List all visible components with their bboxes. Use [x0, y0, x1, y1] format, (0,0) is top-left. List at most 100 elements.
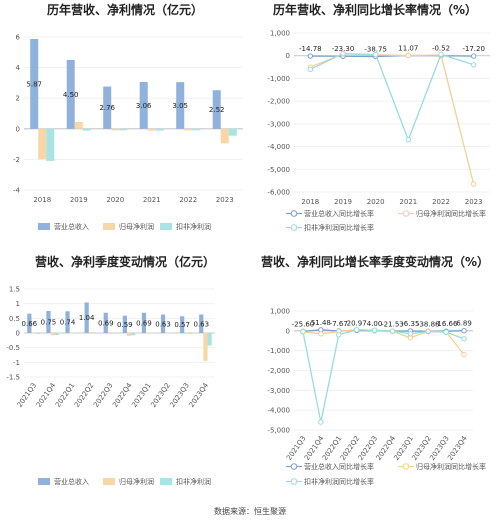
series-point [353, 327, 360, 333]
data-label: 0.75 [41, 319, 57, 327]
bar-扣非净利润 [131, 333, 136, 336]
data-label: -23.30 [332, 45, 355, 53]
data-label: -38.75 [364, 46, 387, 54]
bar-归母净利润 [88, 332, 93, 333]
y-tick-label: -6,000 [267, 189, 290, 197]
y-tick-label: -3,000 [267, 120, 290, 128]
y-tick-label: -5,000 [267, 166, 290, 174]
legend-label: 归母净利润 [119, 477, 154, 486]
y-tick-label: -1 [13, 359, 20, 367]
series-point [405, 52, 412, 59]
bar-归母净利润 [50, 333, 55, 336]
data-label: 3.06 [136, 102, 152, 110]
series-point [389, 328, 396, 334]
y-tick-label: 0.5 [9, 315, 20, 323]
series-point [300, 328, 306, 335]
bar-扣非净利润 [35, 333, 40, 334]
bar-归母净利润 [203, 333, 208, 361]
series-point [438, 51, 444, 58]
data-label: 0.74 [60, 319, 76, 327]
bar-营业总收入 [27, 313, 32, 333]
data-label: -21.53 [381, 320, 404, 328]
bar-营业总收入 [176, 82, 185, 129]
series-point [461, 336, 467, 342]
bar-归母净利润 [111, 128, 120, 131]
data-label: 0.66 [22, 320, 38, 328]
bar-扣非净利润 [46, 128, 55, 161]
bar-扣非净利润 [54, 333, 59, 336]
series-point [318, 419, 324, 425]
bar-扣非净利润 [228, 128, 237, 136]
x-tick-label: 2022 [432, 198, 450, 206]
quarterly-growth-rate-panel: 营收、净利同比增长率季度变动情况（%） -5,000 -4,000 -3,000 -2,… [250, 252, 500, 510]
quarterly-revenue-profit-panel: 营收、净利季度变动情况（亿元） -1.5 -1 -0.5 0 0.5 1 1.5 2021Q3 2… [0, 252, 250, 510]
y-tick-label: -1,000 [267, 75, 290, 83]
x-tick-label: 2023Q4 [188, 381, 211, 409]
chart-title: 历年营收、净利同比增长率情况（%） [273, 2, 477, 17]
data-label: 2.76 [99, 104, 115, 112]
legend-swatch [160, 478, 172, 485]
y-tick-label: -5,000 [267, 427, 290, 435]
legend-label: 扣非净利润同比增长率 [304, 223, 374, 232]
bar-扣非净利润 [188, 333, 193, 334]
y-tick-label: -3,000 [267, 387, 290, 395]
y-tick-label: -2 [13, 156, 20, 164]
legend-label: 扣非净利润 [176, 477, 211, 486]
legend-swatch [38, 478, 50, 485]
y-tick-label: -4,000 [267, 143, 290, 151]
data-source-footer: 数据来源：恒生聚源 [214, 507, 286, 516]
data-label: 1.04 [79, 314, 95, 322]
legend-marker [290, 210, 298, 217]
x-tick-label: 2023Q4 [446, 434, 469, 462]
series-point [372, 51, 379, 58]
legend-swatch [38, 223, 50, 230]
bar-归母净利润 [31, 333, 36, 334]
data-label: 0.59 [117, 321, 133, 329]
series-point [307, 53, 314, 59]
x-tick-label: 2020 [106, 196, 124, 204]
series-point [336, 332, 342, 338]
series-point [307, 66, 314, 73]
bar-归母净利润 [146, 332, 151, 333]
quarterly-growth-rate-chart: 营收、净利同比增长率季度变动情况（%） -5,000 -4,000 -3,000 -2,… [261, 254, 489, 486]
bar-营业总收入 [141, 312, 147, 333]
legend-marker [402, 210, 410, 217]
data-label: 0.69 [98, 319, 114, 327]
bar-营业总收入 [199, 314, 204, 333]
bar-营业总收入 [30, 38, 39, 129]
bar-营业总收入 [212, 90, 221, 129]
legend-marker [290, 224, 298, 231]
y-tick-label: 0 [16, 125, 20, 133]
data-label: 0.57 [174, 321, 190, 329]
y-tick-label: 1 [16, 300, 20, 308]
legend-label: 归母净利润 [119, 222, 154, 231]
y-tick-label: 4 [16, 64, 21, 72]
bar-扣非净利润 [150, 332, 155, 334]
series-point [371, 327, 378, 333]
bar-归母净利润 [147, 128, 156, 131]
data-label: 6.89 [456, 320, 472, 328]
chart-title: 历年营收、净利情况（亿元） [47, 2, 203, 17]
data-label: 0.69 [136, 319, 152, 327]
data-label: 3.05 [172, 102, 188, 110]
legend-label: 归母净利润同比增长率 [416, 462, 486, 471]
series-point [443, 329, 449, 335]
data-label: 20.97 [347, 319, 367, 327]
legend-marker [290, 463, 298, 470]
data-label: -16.66 [435, 320, 458, 328]
data-label: -17.20 [462, 45, 485, 53]
annual-growth-rate-panel: 历年营收、净利同比增长率情况（%） -6,000 -5,000 -4,000 -3,00… [250, 0, 500, 258]
chart-title: 营收、净利季度变动情况（亿元） [35, 254, 215, 269]
y-tick-label: -1,000 [267, 347, 290, 355]
bar-归母净利润 [38, 128, 47, 160]
bar-扣非净利润 [112, 333, 117, 334]
series-point [461, 327, 467, 334]
x-tick-label: 2020 [367, 198, 385, 206]
data-label: 0.63 [155, 320, 171, 328]
bar-扣非净利润 [119, 128, 128, 131]
annual-revenue-profit-panel: 历年营收、净利情况（亿元） -4 -2 0 2 4 6 2018 2019 2020 2021 202… [0, 0, 250, 258]
y-tick-label: 1,000 [270, 308, 290, 316]
bar-归母净利润 [220, 128, 229, 144]
y-tick-label: 1.5 [9, 286, 20, 294]
